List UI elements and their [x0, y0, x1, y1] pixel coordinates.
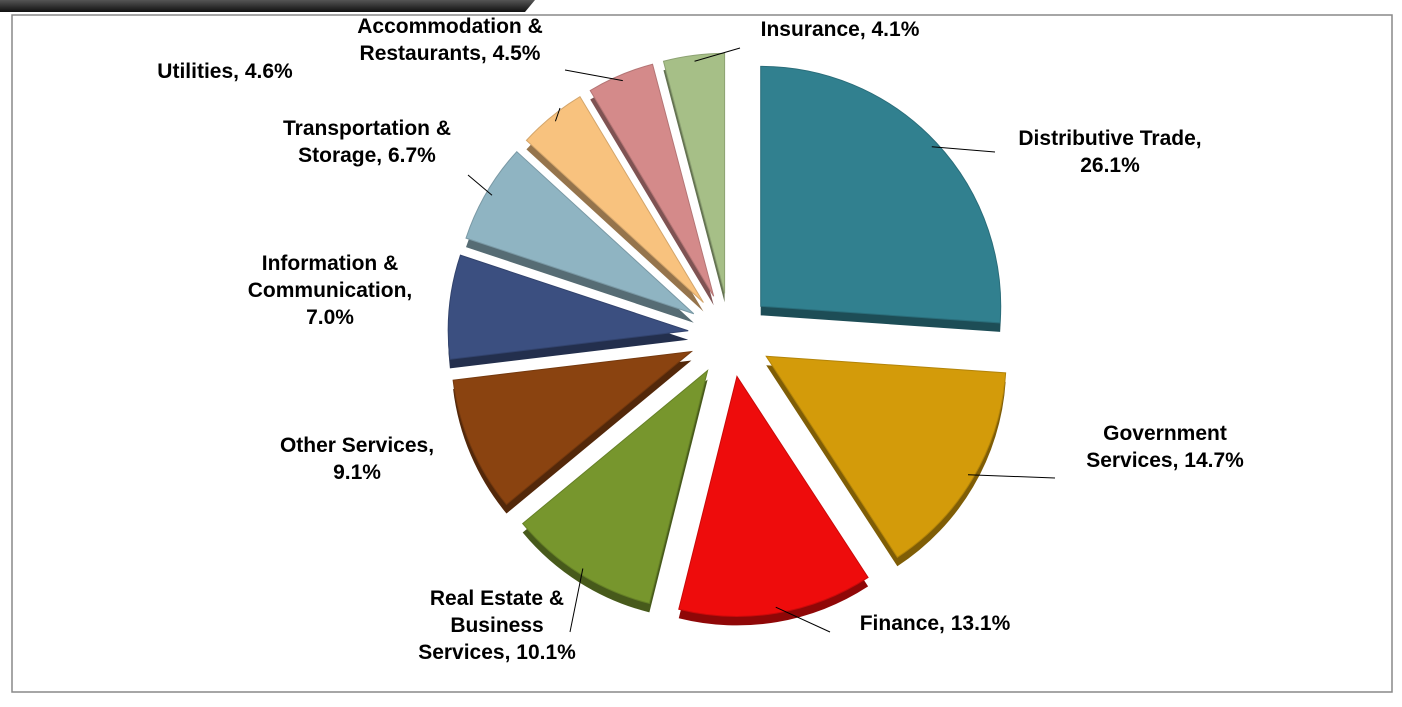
label-line: Real Estate & — [430, 587, 564, 610]
label-line: Services, 10.1% — [418, 641, 576, 664]
slice — [465, 150, 695, 315]
pie — [447, 52, 1007, 626]
leader-line — [775, 606, 831, 633]
chart-frame — [11, 14, 1393, 693]
label-line: Distributive Trade, — [1018, 127, 1201, 150]
label-line: Communication, — [248, 279, 413, 302]
slice — [447, 254, 689, 360]
data-label: Government Services, 14.7% — [1086, 422, 1244, 472]
label-line: Government — [1103, 422, 1227, 445]
label-line: Utilities, 4.6% — [157, 60, 293, 83]
label-line: Insurance, 4.1% — [761, 18, 920, 41]
leader-line — [564, 69, 623, 82]
data-label: Real Estate & Business Services, 10.1% — [418, 587, 576, 664]
data-label: Distributive Trade, 26.1% — [1018, 127, 1201, 177]
label-line: Storage, 6.7% — [298, 144, 436, 167]
label-line: 26.1% — [1080, 154, 1140, 177]
data-label: Information & Communication, 7.0% — [248, 252, 413, 329]
slice — [521, 369, 709, 604]
leader-line — [967, 474, 1056, 479]
label-line: Finance, 13.1% — [860, 612, 1011, 635]
label-line: Restaurants, 4.5% — [360, 42, 541, 65]
label-line: 7.0% — [306, 306, 354, 329]
slice — [662, 52, 726, 294]
leader-line — [694, 47, 741, 62]
data-label: Finance, 13.1% — [860, 612, 1011, 635]
data-label: Accommodation & Restaurants, 4.5% — [357, 15, 543, 65]
data-label: Other Services, 9.1% — [280, 434, 434, 484]
slice — [765, 355, 1007, 558]
label-line: Business — [450, 614, 543, 637]
data-label: Transportation & Storage, 6.7% — [283, 117, 451, 167]
label-line: Other Services, — [280, 434, 434, 457]
slice — [589, 63, 715, 297]
data-label: Utilities, 4.6% — [157, 60, 293, 83]
header-bar — [0, 0, 535, 12]
label-line: Services, 14.7% — [1086, 449, 1244, 472]
leader-line — [569, 568, 584, 633]
label-line: Transportation & — [283, 117, 451, 140]
labels: Distributive Trade, 26.1% Government Servic… — [157, 15, 1244, 664]
data-label: Insurance, 4.1% — [761, 18, 920, 41]
label-line: Accommodation & — [357, 15, 543, 38]
leader-line — [931, 146, 996, 153]
slice — [760, 65, 1002, 324]
slice — [452, 350, 694, 506]
label-line: Information & — [262, 252, 399, 275]
slice — [525, 95, 704, 303]
leader-line — [554, 107, 561, 122]
label-line: 9.1% — [333, 461, 381, 484]
slice — [678, 375, 869, 617]
leader-line — [467, 174, 493, 196]
